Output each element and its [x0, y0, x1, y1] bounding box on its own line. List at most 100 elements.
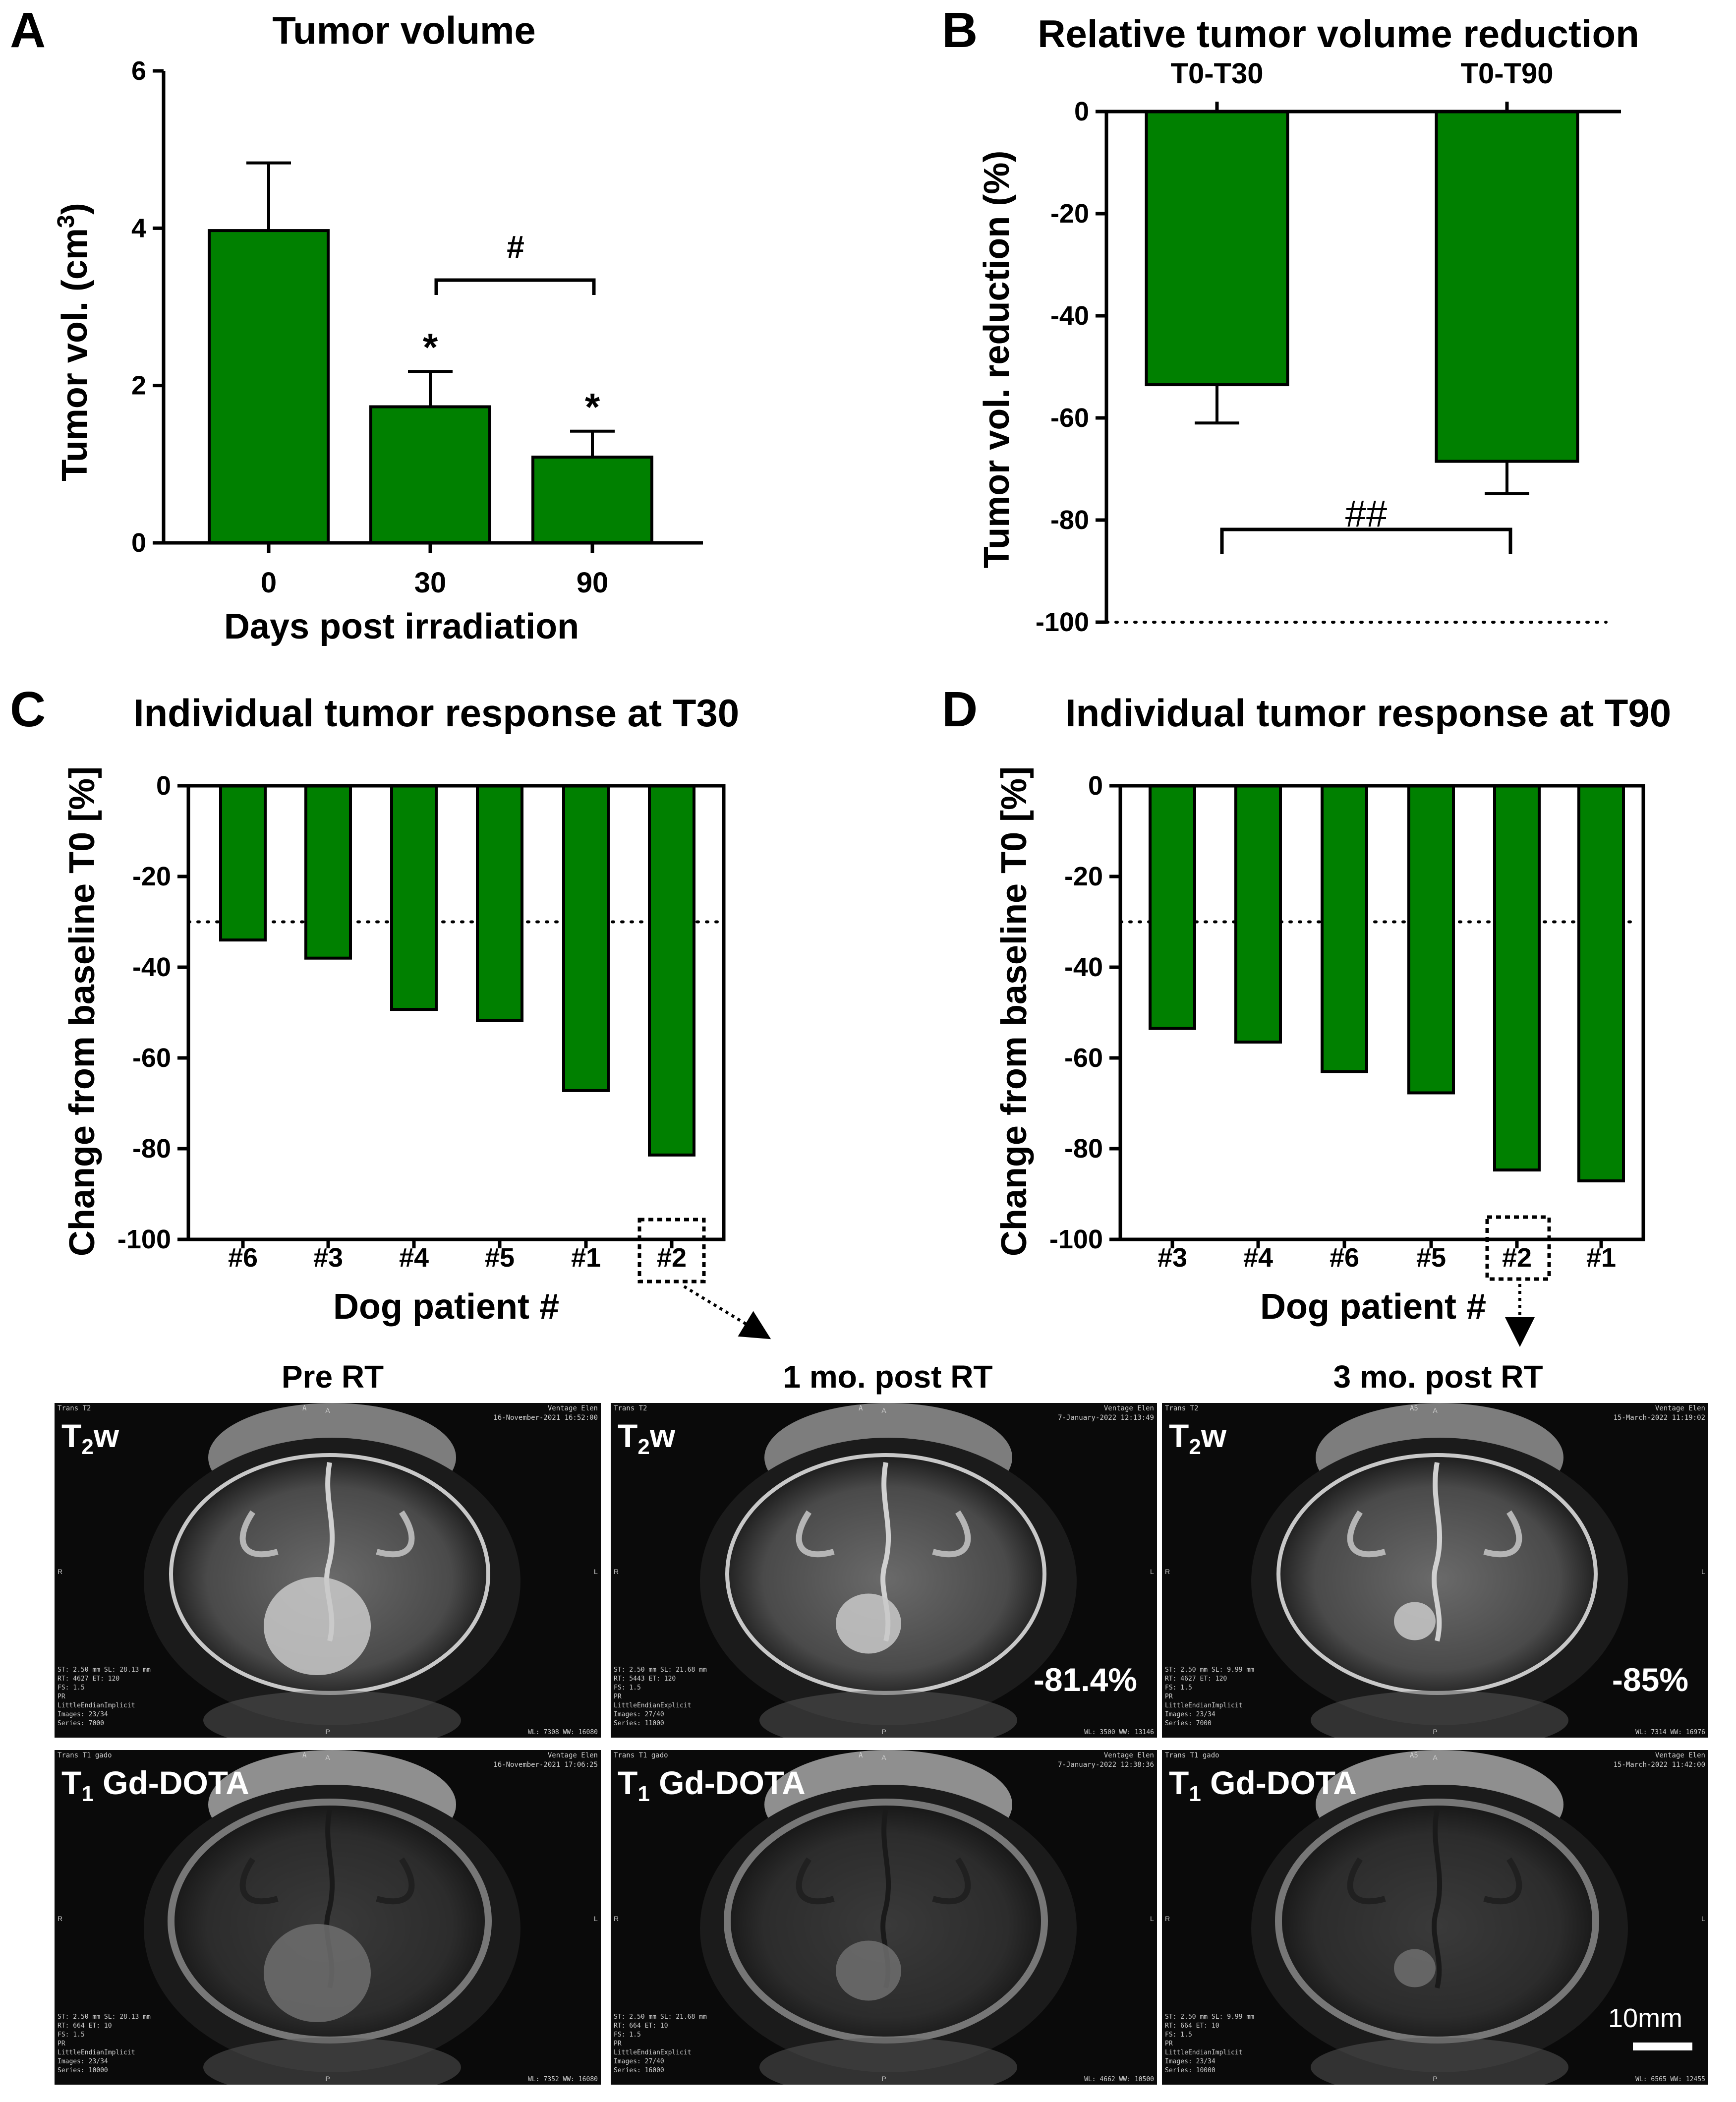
- mri-header-left: Trans T2: [614, 1404, 647, 1412]
- mri-image: A P R L: [55, 1403, 601, 1738]
- mri-marker-top: A: [1433, 1753, 1438, 1761]
- mri-ventricles: [1347, 1857, 1522, 1905]
- chart-a-bracket-label: #: [507, 229, 524, 265]
- chart-d-frame: [1118, 784, 1645, 1241]
- mri-marker-right: L: [1701, 1568, 1705, 1576]
- chart-c-ylabel: Change from baseline T0 [%]: [62, 766, 102, 1256]
- mri-column-title-3mo: 3 mo. post RT: [1333, 1359, 1543, 1395]
- mri-date: 15-March-2022 11:19:02: [1613, 1414, 1705, 1422]
- mri-change-percent: -85%: [1612, 1661, 1688, 1698]
- mri-panel: A P R L Trans T2 A Ventage Elen 7-Januar…: [611, 1403, 1157, 1738]
- mri-panel: A P R L Trans T1 gado A5 Ventage Elen 15…: [1162, 1750, 1708, 2085]
- chart-d: Individual tumor response at T90 Change …: [994, 691, 1671, 1347]
- chart-b-y-tick-label: -60: [1050, 403, 1089, 433]
- mri-marker-top: A: [881, 1406, 886, 1414]
- chart-b-bar: [1145, 110, 1289, 387]
- chart-a-y-tick-label: 4: [131, 213, 146, 243]
- mri-marker-right: L: [1701, 1915, 1705, 1923]
- mri-skull-base: [759, 1691, 1017, 1738]
- chart-c-y-tick-label: -20: [132, 862, 171, 891]
- chart-a-bar: [208, 229, 330, 544]
- mri-image: A P R L: [55, 1750, 601, 2085]
- mri-sequence-label: T1 Gd-DOTA: [618, 1764, 806, 1807]
- chart-d-y-tick-label: -40: [1064, 952, 1103, 982]
- mri-skull-base: [203, 1691, 461, 1738]
- mri-header-left: Trans T2: [1165, 1404, 1199, 1412]
- mri-image: A P R L: [1162, 1403, 1708, 1738]
- scale-bar-label: 10mm: [1608, 2003, 1683, 2033]
- mri-window-level: WL: 7352 WW: 16080: [528, 2076, 598, 2083]
- chart-a-xlabel: Days post irradiation: [224, 607, 579, 646]
- chart-c-frame: [186, 784, 726, 1241]
- mri-acquisition-meta: ST: 2.50 mm SL: 28.13 mm RT: 4627 ET: 12…: [58, 1666, 151, 1727]
- mri-marker-top: A: [881, 1753, 886, 1761]
- scale-bar: [1633, 2043, 1692, 2050]
- chart-c-bar: [390, 784, 438, 1011]
- chart-b-category-label: T0-T90: [1461, 58, 1554, 90]
- chart-a-bar: [531, 456, 653, 545]
- mri-panel: A P R L Trans T1 gado A Ventage Elen 7-J…: [611, 1750, 1157, 2085]
- chart-d-highlight-box: [1485, 1215, 1551, 1281]
- mri-image: A P R L: [611, 1750, 1157, 2085]
- mri-marker-bottom: P: [325, 2075, 330, 2083]
- chart-d-bar: [1493, 784, 1541, 1172]
- mri-header-left: Trans T1 gado: [58, 1752, 112, 1759]
- mri-header-center: A: [302, 1752, 307, 1759]
- mri-ventricles: [239, 1857, 415, 1905]
- chart-c-bar: [219, 784, 267, 942]
- chart-d-bar: [1407, 784, 1455, 1095]
- mri-sequence-label: T1 Gd-DOTA: [61, 1764, 249, 1807]
- mri-marker-left: R: [1165, 1568, 1170, 1576]
- mri-acquisition-meta: ST: 2.50 mm SL: 9.99 mm RT: 664 ET: 10 F…: [1165, 2013, 1255, 2074]
- chart-a: Tumor volume Tumor vol. (cm3) Days post …: [53, 8, 703, 646]
- mri-date: 16-November-2021 17:06:25: [493, 1761, 598, 1769]
- chart-a-significance-bracket: [434, 278, 596, 295]
- mri-window-level: WL: 7308 WW: 16080: [528, 1729, 598, 1736]
- chart-c: Individual tumor response at T30 Change …: [62, 691, 771, 1340]
- mri-acquisition-meta: ST: 2.50 mm SL: 9.99 mm RT: 4627 ET: 120…: [1165, 1666, 1255, 1727]
- mri-header-left: Trans T1 gado: [614, 1752, 668, 1759]
- mri-marker-right: L: [594, 1568, 598, 1576]
- chart-d-y-tick-label: 0: [1088, 771, 1103, 801]
- chart-c-title: Individual tumor response at T30: [133, 691, 739, 735]
- chart-d-ylabel: Change from baseline T0 [%]: [994, 766, 1034, 1256]
- mri-ventricles: [796, 1510, 971, 1558]
- mri-header-right: Ventage Elen: [1103, 1752, 1154, 1759]
- mri-column-title-pre-rt: Pre RT: [281, 1359, 384, 1395]
- chart-d-y-tick-label: -80: [1064, 1134, 1103, 1164]
- mri-header-left: Trans T2: [58, 1404, 91, 1412]
- chart-a-category-label: 30: [414, 567, 447, 599]
- mri-window-level: WL: 6565 WW: 12455: [1635, 2076, 1705, 2083]
- chart-d-bar: [1321, 784, 1368, 1073]
- mri-marker-bottom: P: [1433, 2075, 1437, 2083]
- mri-header-right: Ventage Elen: [547, 1752, 598, 1759]
- mri-header-center: A: [302, 1404, 307, 1412]
- mri-header-center: A: [859, 1752, 863, 1759]
- mri-image: A P R L: [1162, 1750, 1708, 2085]
- chart-c-y-tick-label: -80: [132, 1134, 171, 1164]
- chart-a-y-tick-label: 2: [131, 371, 146, 401]
- chart-d-bar: [1577, 784, 1625, 1182]
- mri-skull-base: [1311, 2038, 1568, 2085]
- chart-a-bar: [369, 405, 491, 544]
- mri-column-title-1mo: 1 mo. post RT: [783, 1359, 993, 1395]
- chart-c-y-tick-label: -40: [132, 952, 171, 982]
- mri-acquisition-meta: ST: 2.50 mm SL: 21.68 mm RT: 5443 ET: 12…: [614, 1666, 707, 1727]
- chart-b-y-tick-label: 0: [1074, 97, 1089, 126]
- mri-skull-base: [759, 2038, 1017, 2085]
- mri-panel: A P R L Trans T2 A5 Ventage Elen 15-Marc…: [1162, 1403, 1708, 1738]
- chart-a-title: Tumor volume: [272, 8, 536, 52]
- mri-change-percent: -81.4%: [1033, 1661, 1137, 1698]
- mri-date: 15-March-2022 11:42:00: [1613, 1761, 1705, 1769]
- chart-c-y-tick-label: 0: [156, 771, 171, 801]
- mri-header-center: A: [859, 1404, 863, 1412]
- chart-b-y-tick-label: -100: [1036, 607, 1089, 637]
- mri-marker-left: R: [614, 1915, 619, 1923]
- chart-b-bracket-label: ##: [1345, 493, 1388, 535]
- mri-marker-left: R: [58, 1568, 62, 1576]
- mri-window-level: WL: 7314 WW: 16976: [1635, 1729, 1705, 1736]
- mri-header-left: Trans T1 gado: [1165, 1752, 1219, 1759]
- mri-ventricles: [796, 1857, 971, 1905]
- mri-ventricles: [1347, 1510, 1522, 1558]
- chart-b-significance-bracket: [1220, 527, 1512, 554]
